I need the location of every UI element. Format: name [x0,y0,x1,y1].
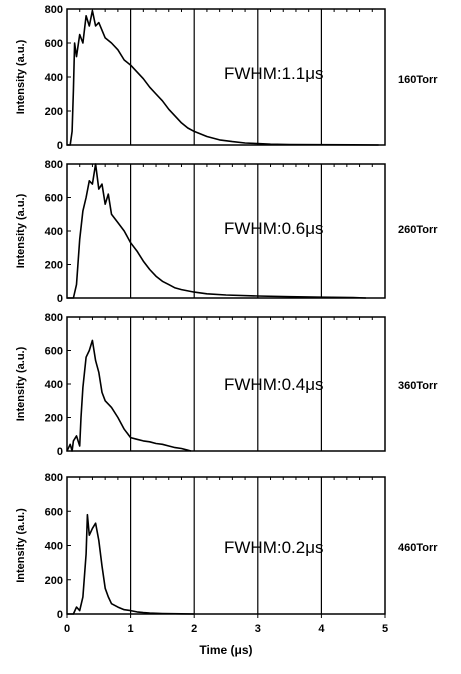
y-tick-label: 400 [45,72,63,84]
panel-4: 0 200 400 600 800 Intensity (a.u.) FWHM:0.2μs 4… [15,472,438,657]
x-tick-label: 2 [191,623,197,635]
fwhm-annotation: FWHM:0.4μs [224,375,324,394]
y-tick-label: 400 [45,226,63,238]
data-line [67,9,379,146]
x-tick-label: 5 [382,623,388,635]
y-tick-label: 800 [45,472,63,484]
x-tick-label: 0 [64,623,70,635]
panel-1: 0 200 400 600 800 Intensity (a.u.) FWHM:1.1μs 1… [15,4,438,152]
fwhm-annotation: FWHM:0.6μs [224,219,324,238]
y-tick-label: 600 [45,38,63,50]
fwhm-annotation: FWHM:1.1μs [224,64,324,83]
y-tick-label: 200 [45,413,63,425]
data-line [67,163,366,299]
pressure-label: 360Torr [398,380,438,392]
y-axis-label: Intensity (a.u.) [15,193,27,268]
panel-2: 0 200 400 600 800 Intensity (a.u.) FWHM:0.6μs 2… [15,159,438,305]
y-tick-label: 200 [45,575,63,587]
y-tick-label: 0 [57,609,63,621]
pressure-label: 460Torr [398,542,438,554]
y-tick-label: 0 [57,446,63,458]
y-tick-label: 800 [45,312,63,324]
y-tick-label: 600 [45,346,63,358]
y-tick-label: 800 [45,4,63,16]
data-line [67,513,195,615]
pressure-label: 160Torr [398,74,438,86]
panel-3: 0 200 400 600 800 Intensity (a.u.) FWHM:0.4μs 3… [15,312,438,458]
y-tick-label: 400 [45,541,63,553]
pressure-label: 260Torr [398,224,438,236]
data-line [66,339,192,452]
y-tick-label: 0 [57,140,63,152]
y-tick-label: 400 [45,379,63,391]
x-tick-label: 4 [318,623,325,635]
y-axis-label: Intensity (a.u.) [15,508,27,583]
y-tick-label: 0 [57,293,63,305]
fwhm-annotation: FWHM:0.2μs [224,538,324,557]
y-axis-label: Intensity (a.u.) [15,39,27,114]
y-tick-label: 200 [45,106,63,118]
y-axis-label: Intensity (a.u.) [15,346,27,421]
x-tick-label: 3 [255,623,261,635]
y-tick-label: 200 [45,260,63,272]
y-tick-label: 600 [45,193,63,205]
x-tick-label: 1 [128,623,134,635]
y-tick-label: 800 [45,159,63,171]
x-axis-label: Time (μs) [199,643,252,657]
y-tick-label: 600 [45,506,63,518]
